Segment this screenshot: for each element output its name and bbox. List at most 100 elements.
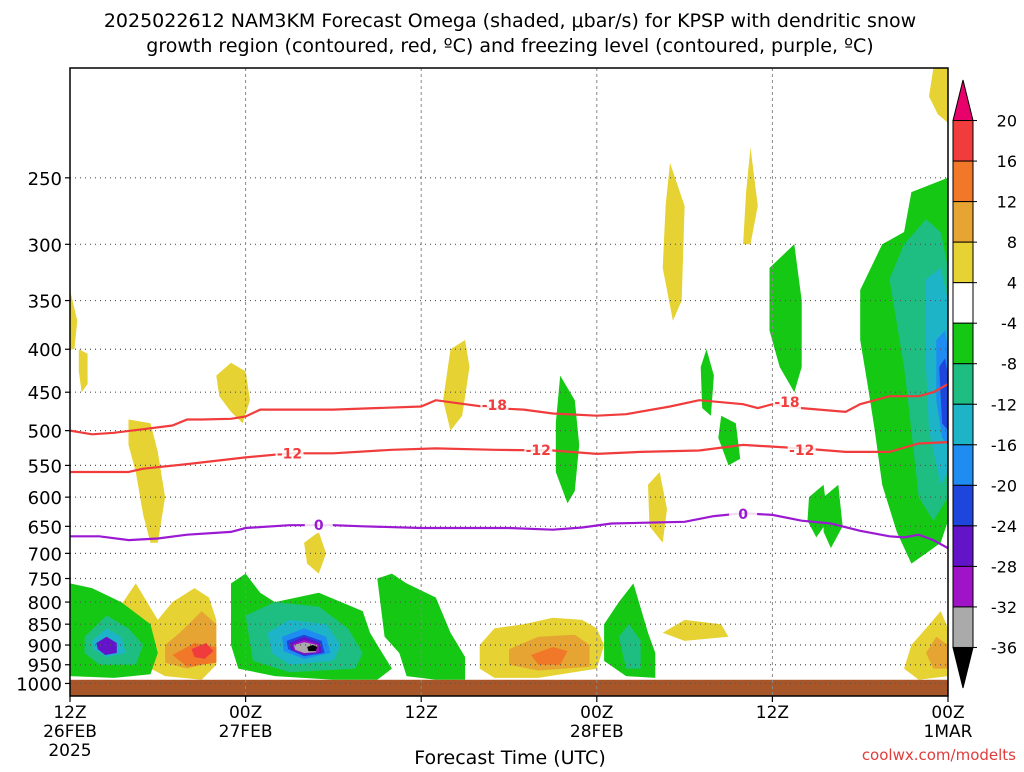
plot-frame (69, 67, 949, 697)
y-tick-label: 650 (28, 517, 62, 538)
colorbar-swatch (952, 120, 974, 162)
colorbar-swatch (952, 565, 974, 608)
contour-line--12 (70, 441, 948, 474)
omega-region--6 (555, 375, 580, 504)
contour-label: -12 (526, 443, 551, 459)
x-tick-label: 12Z (405, 703, 438, 723)
colorbar-swatch (952, 282, 974, 324)
contour-label: -12 (277, 446, 302, 462)
omega-region-5 (216, 362, 250, 424)
plot-area: -18 -18 -12 -12 -12 0 0 (69, 67, 949, 697)
y-tick-label: 900 (28, 636, 62, 657)
colorbar-label: -32 (991, 598, 1017, 617)
y-tick-label: 450 (28, 383, 62, 404)
contour-line-0 (70, 512, 948, 550)
colorbar-swatch (952, 444, 974, 486)
y-tick-label: 950 (28, 656, 62, 677)
y-tick-label: 550 (28, 456, 62, 477)
contour-label: -18 (482, 398, 507, 414)
y-tick-label: 750 (28, 570, 62, 591)
ground-fill (70, 679, 948, 696)
x-tick-label: 12Z (756, 703, 789, 723)
omega-region-5 (648, 472, 667, 543)
colorbar-label: -12 (991, 395, 1017, 414)
colorbar-label: 8 (1007, 233, 1017, 252)
omega-region-5 (304, 531, 327, 574)
colorbar: 20 16 12 8 4 -4 -8 -12 -16 -20 -24 -28 -32 -36 (952, 79, 1017, 689)
colorbar-swatch (952, 646, 974, 689)
colorbar-label: 20 (997, 112, 1017, 131)
omega-region--22 (939, 358, 948, 431)
colorbar-label: 16 (997, 152, 1017, 171)
x-tick-label: 00Z (229, 703, 262, 723)
colorbar-swatch (952, 403, 974, 446)
chart-title-line2: growth region (contoured, red, ºC) and f… (146, 35, 873, 57)
colorbar-swatch (952, 201, 974, 243)
omega-region-5 (743, 147, 758, 245)
x-tick-label: 26FEB (43, 722, 97, 742)
x-tick-label: 1MAR (924, 722, 973, 742)
colorbar-label: -24 (991, 517, 1017, 536)
x-tick-label: 00Z (580, 703, 613, 723)
contour-label-bg (480, 396, 509, 413)
contour-label: 0 (738, 507, 748, 523)
omega-region-18 (191, 643, 214, 659)
contour-label-bg (275, 445, 304, 462)
y-tick-label: 700 (28, 544, 62, 565)
contour-label-bg (304, 517, 333, 534)
omega-region-5 (70, 290, 78, 350)
omega-region--26 (96, 636, 117, 655)
omega-region-5 (929, 68, 948, 123)
contour-label: -18 (774, 395, 799, 411)
axes: 2503003504004505005506006507007508008509… (16, 169, 972, 761)
y-tick-label: 400 (28, 340, 62, 361)
colorbar-label: -8 (1001, 355, 1017, 374)
chart-title-line1: 2025022612 NAM3KM Forecast Omega (shaded… (104, 10, 916, 32)
x-tick-label: 28FEB (570, 722, 624, 742)
omega-region-5 (662, 162, 685, 321)
omega-region-14 (531, 647, 568, 665)
colorbar-swatch (952, 241, 974, 284)
contour-label-bg (524, 441, 553, 458)
omega-region-5 (443, 340, 470, 431)
x-tick-label: 27FEB (219, 722, 273, 742)
colorbar-label: -36 (991, 638, 1017, 657)
omega-region--6 (769, 244, 802, 393)
contour-label: 0 (314, 518, 324, 534)
omega-region--10 (618, 624, 641, 669)
colorbar-swatch (952, 79, 974, 122)
colorbar-label: 4 (1007, 274, 1017, 293)
omega-region--6 (807, 484, 828, 538)
contour-label-bg (729, 505, 758, 522)
colorbar-swatch (952, 484, 974, 527)
colorbar-swatch (952, 160, 974, 203)
x-tick-label: 12Z (53, 703, 86, 723)
colorbar-swatch (952, 525, 974, 567)
colorbar-label: 12 (997, 193, 1017, 212)
colorbar-label: -16 (991, 436, 1017, 455)
contour-line--18 (70, 383, 948, 436)
omega-region-5 (78, 349, 88, 393)
y-tick-label: 850 (28, 615, 62, 636)
colorbar-swatch (952, 363, 974, 405)
y-tick-label: 1000 (16, 674, 62, 695)
y-tick-label: 350 (28, 292, 62, 313)
x-tick-label: 2025 (48, 741, 91, 761)
y-tick-label: 800 (28, 593, 62, 614)
colorbar-label: -28 (991, 557, 1017, 576)
y-tick-label: 600 (28, 488, 62, 509)
plot-content: -18 -18 -12 -12 -12 0 0 (70, 68, 948, 696)
omega-region-5 (128, 419, 166, 543)
colorbar-label: -20 (991, 476, 1017, 495)
y-tick-label: 250 (28, 169, 62, 190)
omega-region--6 (823, 484, 843, 549)
omega-region--6 (718, 415, 741, 466)
omega-region-10 (926, 636, 948, 669)
omega-region--6 (700, 349, 714, 416)
contour-label: -12 (789, 443, 814, 459)
omega-region--38 (307, 645, 318, 652)
y-tick-label: 500 (28, 422, 62, 443)
contour-label-bg (787, 441, 816, 458)
